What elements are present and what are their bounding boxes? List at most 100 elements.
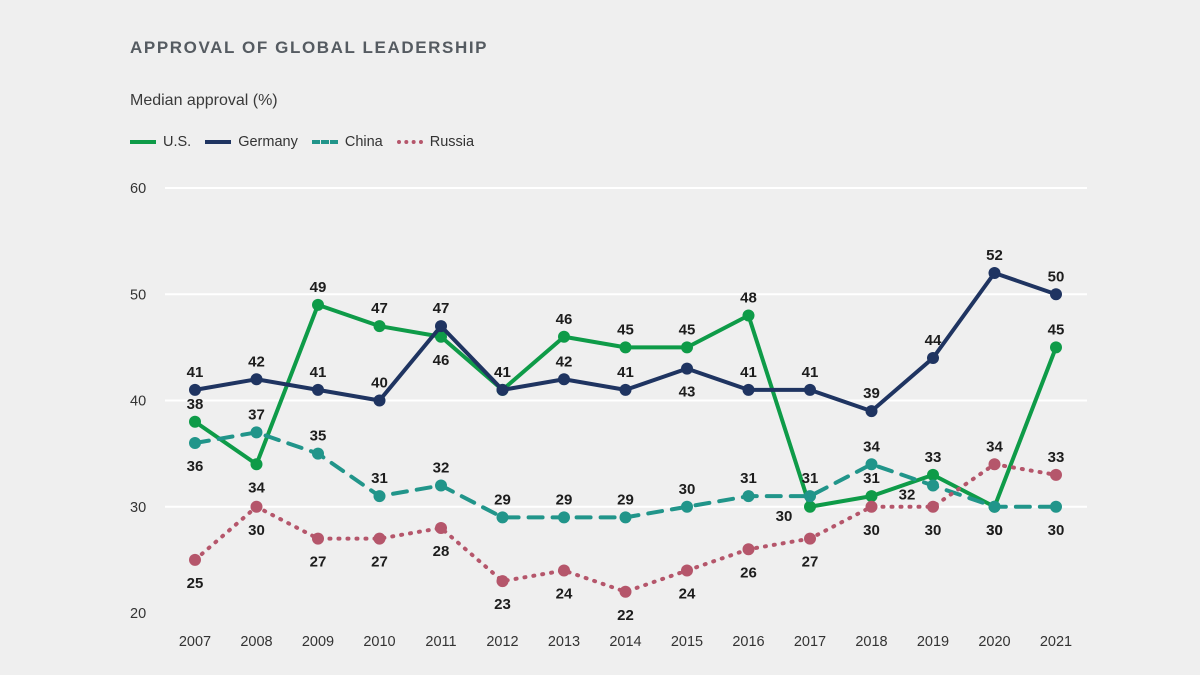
data-point-germany-2016: [742, 383, 755, 396]
data-point-china-2016: [742, 490, 755, 503]
data-point-china-2021: [1050, 500, 1062, 513]
data-point-us-2013: [558, 330, 570, 343]
data-point-germany-2013: [558, 373, 570, 386]
data-point-russia-2018: [865, 500, 878, 513]
data-label-china-2021: 30: [1048, 522, 1065, 539]
data-point-russia-2008: [250, 500, 263, 513]
data-point-china-2009: [312, 447, 324, 460]
data-point-russia-2011: [435, 522, 447, 534]
data-label-china-2009: 35: [310, 428, 327, 445]
data-label-germany-2015: 43: [679, 384, 696, 401]
data-label-russia-2012: 23: [494, 596, 511, 613]
data-point-russia-2012: [496, 575, 509, 588]
data-point-us-2009: [312, 298, 324, 311]
legend-item-us: U.S.: [130, 134, 191, 150]
data-point-germany-2011: [435, 320, 447, 333]
data-point-russia-2010: [373, 532, 386, 545]
data-point-germany-2010: [373, 394, 386, 407]
data-point-china-2013: [558, 511, 570, 524]
data-point-china-2020: [988, 500, 1001, 513]
data-label-us-2013: 46: [556, 311, 573, 328]
data-label-germany-2020: 52: [986, 247, 1003, 264]
data-label-germany-2018: 39: [863, 385, 880, 402]
data-label-us-2011: 46: [433, 352, 450, 369]
data-point-china-2017: [804, 490, 816, 503]
data-point-germany-2008: [250, 373, 263, 386]
data-point-germany-2014: [619, 383, 632, 396]
data-label-germany-2014: 41: [617, 364, 634, 381]
x-tick-label-2014: 2014: [609, 634, 641, 650]
data-point-germany-2019: [927, 352, 939, 364]
data-label-germany-2009: 41: [310, 364, 327, 381]
data-label-china-2020: 30: [986, 522, 1003, 539]
data-point-germany-2012: [496, 383, 509, 396]
series-line-russia: [193, 462, 1058, 594]
y-tick-label-30: 30: [130, 500, 146, 516]
x-tick-label-2015: 2015: [671, 634, 703, 650]
data-point-us-2010: [373, 320, 386, 333]
data-label-russia-2021: 33: [1048, 449, 1065, 466]
data-point-russia-2009: [312, 532, 324, 545]
data-label-russia-2008: 30: [248, 522, 265, 539]
data-label-china-2013: 29: [556, 491, 573, 508]
y-tick-label-60: 60: [130, 181, 146, 197]
legend-item-russia: Russia: [396, 134, 474, 150]
data-label-us-2012: 41: [494, 364, 511, 381]
data-point-us-2008: [250, 458, 263, 471]
data-label-russia-2017: 27: [802, 554, 819, 571]
data-point-germany-2018: [865, 405, 878, 418]
legend-swatch-germany: [205, 140, 232, 144]
data-label-us-2018: 31: [863, 470, 880, 487]
data-label-russia-2009: 27: [310, 554, 327, 571]
data-point-russia-2021: [1050, 468, 1062, 481]
legend-swatch-us: [130, 140, 156, 144]
x-tick-label-2021: 2021: [1040, 634, 1072, 650]
y-tick-label-50: 50: [130, 287, 146, 303]
data-label-china-2014: 29: [617, 491, 634, 508]
data-label-us-2014: 45: [617, 321, 634, 338]
x-tick-label-2013: 2013: [548, 634, 580, 650]
data-point-china-2015: [681, 500, 693, 513]
x-tick-label-2007: 2007: [179, 634, 211, 650]
y-tick-label-40: 40: [130, 394, 146, 410]
data-label-russia-2015: 24: [679, 586, 696, 603]
data-point-germany-2015: [681, 362, 693, 375]
legend: U.S. Germany China Russia: [130, 134, 488, 150]
legend-swatch-china: [311, 140, 338, 144]
data-label-us-2020: 30: [986, 522, 1003, 539]
data-label-germany-2017: 41: [802, 364, 819, 381]
y-tick-label-20: 20: [130, 606, 146, 622]
data-label-china-2017: 31: [802, 470, 819, 487]
data-label-us-2019: 33: [925, 449, 942, 466]
data-label-germany-2019: 44: [925, 332, 942, 349]
x-tick-label-2009: 2009: [302, 634, 334, 650]
data-label-us-2008: 34: [248, 479, 265, 496]
data-label-russia-2007: 25: [187, 575, 204, 592]
data-label-russia-2018: 30: [863, 522, 880, 539]
data-point-china-2019: [927, 479, 939, 492]
data-point-germany-2021: [1050, 288, 1062, 301]
data-point-china-2012: [496, 511, 509, 524]
x-tick-label-2018: 2018: [855, 634, 887, 650]
data-point-us-2007: [189, 415, 201, 428]
data-label-germany-2012: 41: [494, 364, 511, 381]
data-point-us-2015: [681, 341, 693, 354]
x-tick-label-2008: 2008: [240, 634, 272, 650]
data-point-us-2011: [435, 330, 447, 343]
data-label-germany-2016: 41: [740, 364, 757, 381]
data-label-us-2017: 30: [776, 508, 793, 525]
data-point-germany-2020: [988, 267, 1001, 279]
data-label-china-2015: 30: [679, 481, 696, 498]
data-point-china-2008: [250, 426, 263, 439]
data-label-russia-2019: 30: [925, 522, 942, 539]
x-tick-label-2011: 2011: [425, 634, 456, 650]
data-point-us-2014: [619, 341, 632, 354]
data-point-us-2017: [804, 500, 816, 513]
data-point-russia-2013: [558, 564, 570, 577]
data-point-germany-2007: [189, 383, 201, 396]
data-point-us-2018: [865, 490, 878, 503]
data-point-russia-2014: [619, 585, 632, 598]
data-point-china-2011: [435, 479, 447, 492]
data-label-russia-2011: 28: [433, 543, 450, 560]
